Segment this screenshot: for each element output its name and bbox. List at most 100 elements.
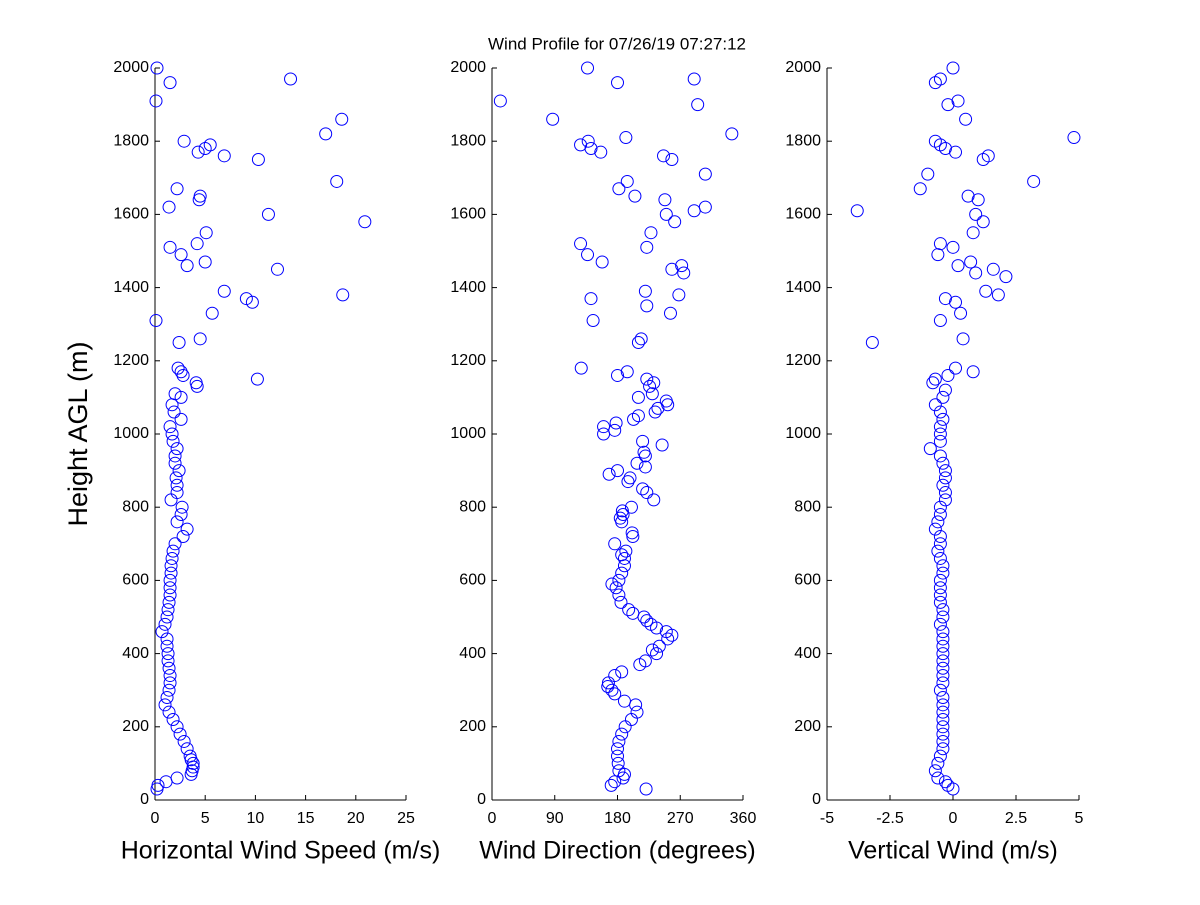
data-point: [625, 526, 639, 540]
data-point: [949, 295, 963, 309]
data-point: [172, 336, 186, 349]
x-axis-label: Wind Direction (degrees): [479, 837, 756, 865]
data-point: [941, 778, 955, 792]
data-point: [584, 292, 598, 306]
data-point: [191, 145, 205, 159]
data-point: [640, 614, 654, 628]
data-point: [936, 603, 950, 617]
data-point: [627, 412, 641, 426]
data-point: [167, 405, 181, 419]
data-point: [928, 134, 942, 148]
data-point: [615, 548, 629, 562]
data-point: [933, 537, 947, 551]
x-tick-label: 20: [347, 810, 365, 827]
data-point: [981, 149, 995, 163]
x-tick-label: -5: [820, 810, 834, 827]
data-point: [938, 486, 952, 500]
data-point: [574, 138, 588, 152]
data-point: [936, 412, 950, 426]
data-point: [203, 138, 217, 152]
y-tick-label: 1800: [450, 132, 486, 149]
y-tick-label: 400: [122, 645, 149, 662]
data-point: [938, 292, 952, 306]
data-point: [284, 72, 298, 86]
data-point: [926, 376, 940, 390]
y-tick-label: 1000: [113, 425, 149, 442]
data-point: [640, 299, 654, 313]
y-tick-label: 200: [459, 718, 486, 735]
data-point: [261, 207, 275, 221]
y-tick-label: 2000: [785, 59, 821, 76]
data-point: [330, 174, 344, 188]
data-point: [966, 226, 980, 240]
data-point: [168, 537, 182, 551]
data-point: [999, 270, 1013, 284]
data-point: [190, 237, 204, 251]
data-point: [928, 764, 942, 778]
data-point: [672, 288, 686, 302]
data-point: [640, 372, 654, 386]
data-point: [597, 420, 611, 434]
data-point: [617, 694, 631, 708]
data-point: [630, 456, 644, 470]
y-tick-label: 400: [794, 645, 821, 662]
data-point: [155, 625, 169, 639]
data-point: [936, 669, 950, 683]
data-point: [619, 544, 633, 558]
data-point: [630, 705, 644, 719]
data-point: [951, 259, 965, 273]
data-point: [964, 255, 978, 269]
data-point: [602, 467, 616, 481]
data-point: [251, 153, 265, 166]
y-tick-label: 800: [794, 498, 821, 515]
data-point: [612, 573, 626, 587]
data-point: [162, 661, 176, 675]
data-point: [936, 559, 950, 573]
data-point: [1027, 174, 1041, 188]
data-point: [933, 508, 947, 522]
y-tick-label: 1000: [450, 425, 486, 442]
data-point: [161, 603, 175, 617]
x-axis-label: Vertical Wind (m/s): [848, 837, 1058, 865]
data-point: [658, 193, 672, 207]
x-tick-label: 90: [546, 810, 564, 827]
data-point: [581, 248, 595, 262]
data-point: [933, 427, 947, 441]
data-point: [631, 336, 645, 349]
x-tick-label: 270: [667, 810, 694, 827]
data-point: [162, 595, 176, 609]
data-point: [160, 639, 174, 653]
data-point: [913, 182, 927, 196]
data-point: [180, 742, 194, 756]
data-point: [850, 204, 864, 218]
data-point: [160, 691, 174, 705]
data-point: [933, 683, 947, 697]
data-point: [149, 314, 163, 328]
data-point: [217, 149, 231, 163]
data-point: [643, 379, 657, 393]
data-point: [928, 372, 942, 386]
data-point: [1067, 131, 1081, 145]
data-point: [617, 551, 631, 565]
data-point: [941, 98, 955, 112]
data-point: [611, 756, 625, 770]
y-tick-label: 0: [477, 791, 486, 808]
y-tick-label: 1000: [785, 425, 821, 442]
data-point: [691, 98, 705, 112]
data-point: [647, 493, 661, 507]
data-point: [613, 511, 627, 525]
data-point: [936, 639, 950, 653]
data-point: [170, 442, 184, 456]
data-point: [931, 756, 945, 770]
data-point: [637, 445, 651, 459]
data-point: [931, 515, 945, 529]
y-tick-label: 1600: [113, 206, 149, 223]
data-point: [620, 174, 634, 188]
data-point: [175, 500, 189, 514]
data-point: [936, 734, 950, 748]
data-point: [162, 705, 176, 719]
data-point: [938, 383, 952, 397]
data-point: [991, 288, 1005, 302]
data-point: [636, 434, 650, 448]
data-point: [938, 775, 952, 789]
